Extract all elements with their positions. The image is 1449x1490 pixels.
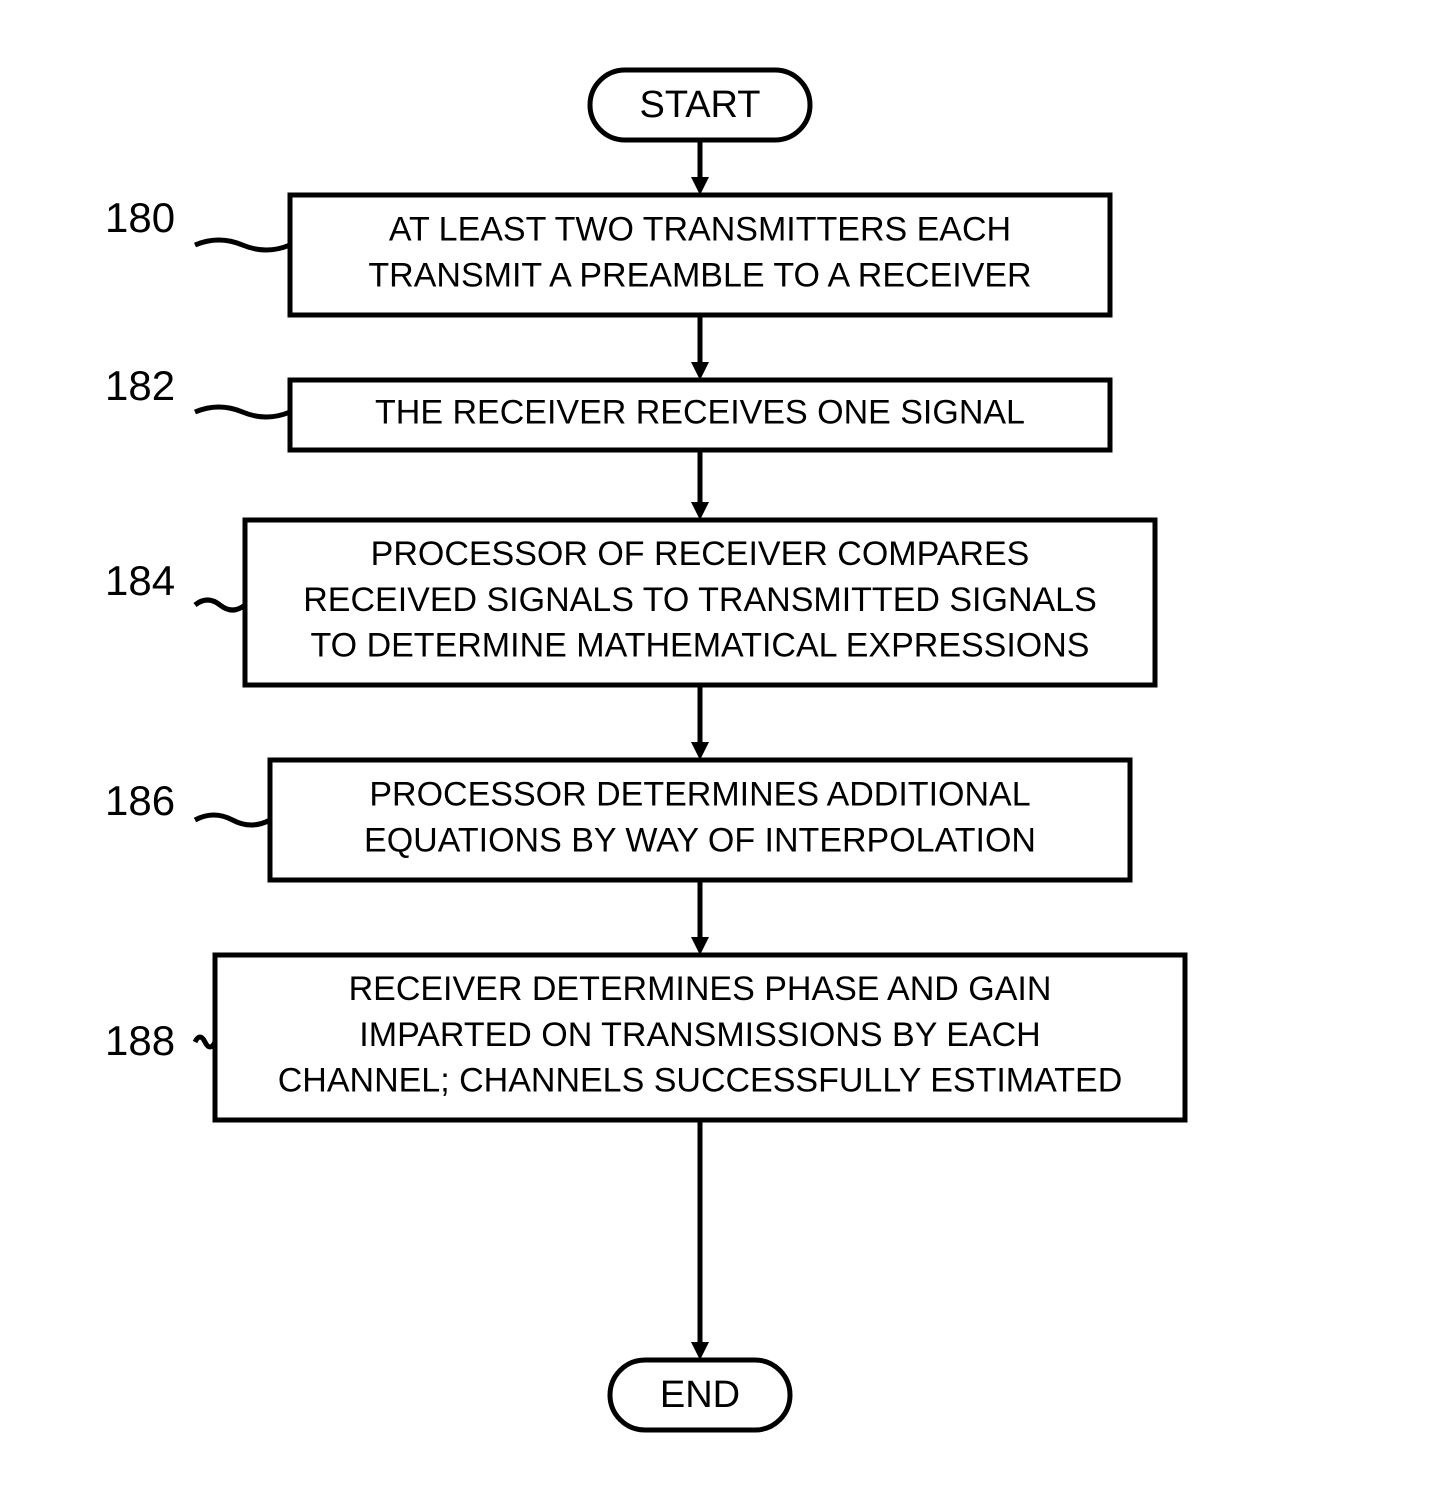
process-box-182-line: THE RECEIVER RECEIVES ONE SIGNAL bbox=[375, 393, 1025, 431]
ref-leader-180 bbox=[195, 240, 290, 250]
start-label: START bbox=[639, 84, 760, 126]
ref-label-186: 186 bbox=[105, 777, 175, 824]
ref-label-182: 182 bbox=[105, 362, 175, 409]
ref-leader-182 bbox=[195, 407, 290, 417]
process-box-180-line: AT LEAST TWO TRANSMITTERS EACH bbox=[389, 210, 1011, 248]
process-box-184-line: PROCESSOR OF RECEIVER COMPARES bbox=[371, 535, 1030, 573]
process-box-184-line: RECEIVED SIGNALS TO TRANSMITTED SIGNALS bbox=[303, 581, 1097, 619]
ref-label-184: 184 bbox=[105, 557, 175, 604]
flowchart-canvas: START END AT LEAST TWO TRANSMITTERS EACH TR… bbox=[0, 0, 1449, 1490]
process-box-188-line: CHANNEL; CHANNELS SUCCESSFULLY ESTIMATED bbox=[278, 1062, 1123, 1100]
process-box-186-line: PROCESSOR DETERMINES ADDITIONAL bbox=[369, 775, 1030, 813]
ref-label-180: 180 bbox=[105, 194, 175, 241]
ref-leader-186 bbox=[195, 815, 270, 825]
process-box-188-line: RECEIVER DETERMINES PHASE AND GAIN bbox=[349, 970, 1052, 1008]
ref-label-188: 188 bbox=[105, 1017, 175, 1064]
process-box-180-line: TRANSMIT A PREAMBLE TO A RECEIVER bbox=[368, 256, 1031, 294]
process-box-186-line: EQUATIONS BY WAY OF INTERPOLATION bbox=[364, 821, 1036, 859]
ref-leader-188 bbox=[195, 1037, 215, 1047]
end-label: END bbox=[660, 1374, 740, 1416]
process-box-188-line: IMPARTED ON TRANSMISSIONS BY EACH bbox=[359, 1016, 1040, 1054]
process-box-184-line: TO DETERMINE MATHEMATICAL EXPRESSIONS bbox=[311, 627, 1090, 665]
ref-leader-184 bbox=[195, 600, 245, 610]
